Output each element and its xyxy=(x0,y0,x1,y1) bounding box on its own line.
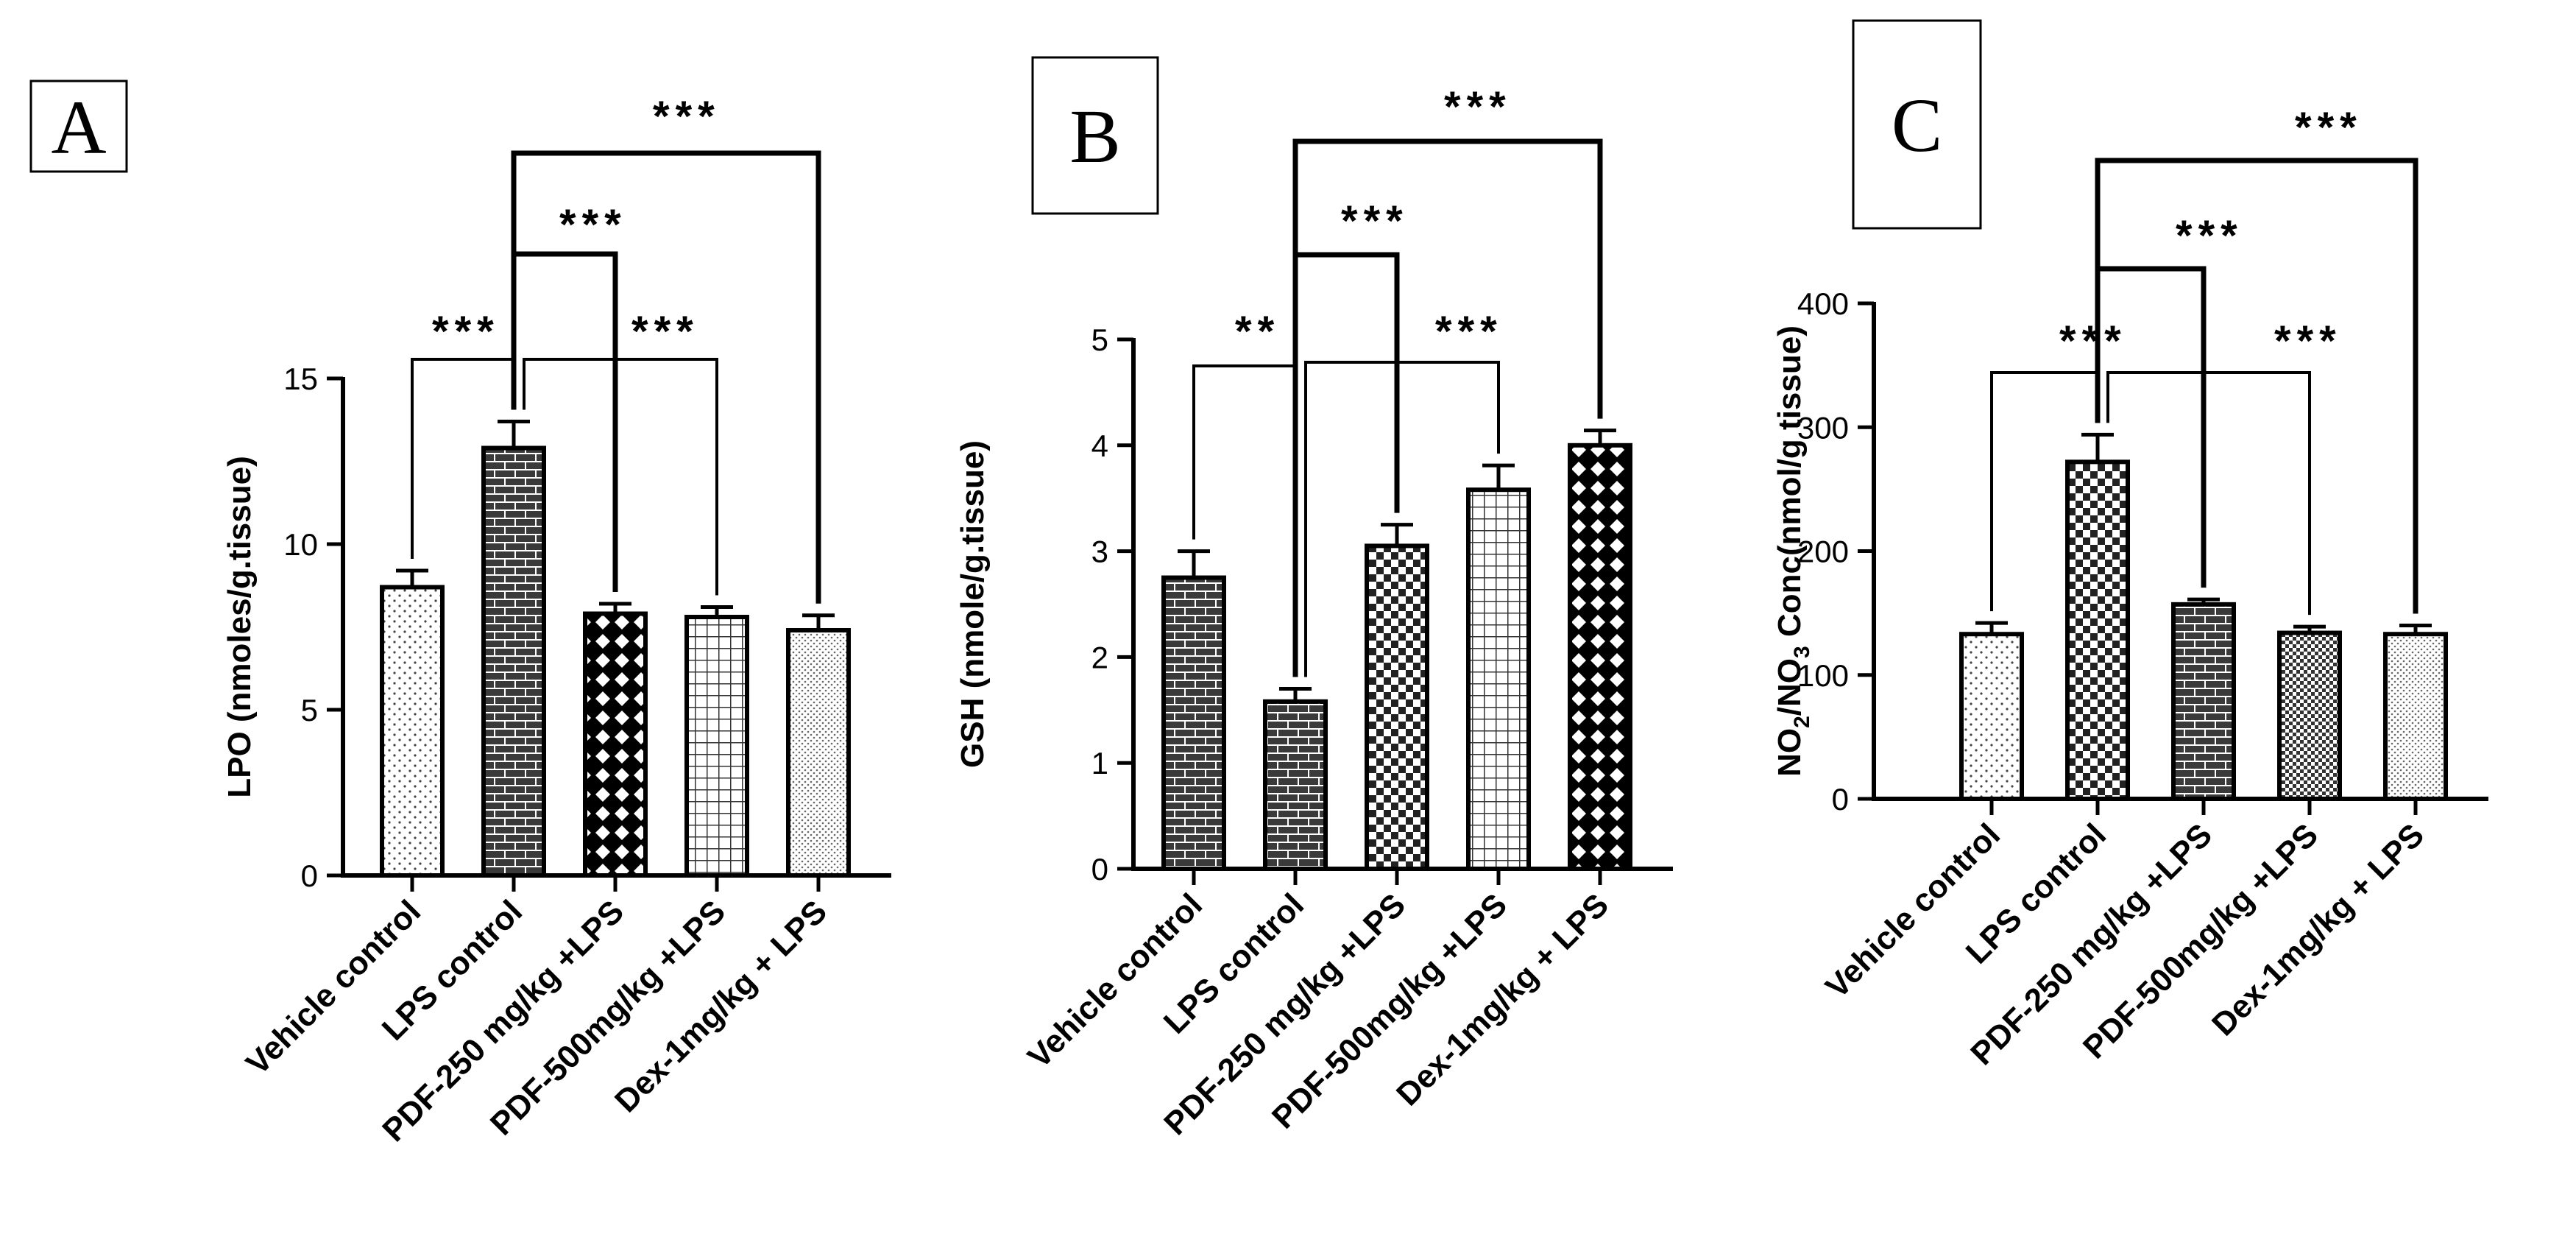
panel-label: A xyxy=(51,85,106,170)
y-tick-label: 5 xyxy=(301,693,318,727)
y-tick-label: 4 xyxy=(1091,429,1108,463)
significance-label: *** xyxy=(2176,212,2243,260)
bar xyxy=(1568,443,1632,871)
significance-label: *** xyxy=(1435,308,1503,356)
panel-label-box xyxy=(1031,56,1159,215)
bar xyxy=(2383,632,2448,801)
bar xyxy=(2171,602,2236,801)
category-label: Vehicle control xyxy=(239,893,428,1082)
panel-label: B xyxy=(1069,94,1120,179)
bar xyxy=(481,445,546,878)
panel-B: B 0 1 2 3 4 5 GSH (nmole/g.tissue) Vehicle contr… xyxy=(955,56,1673,1142)
panel-label-box xyxy=(1852,19,1982,230)
significance-label: *** xyxy=(2295,104,2363,152)
bar xyxy=(2277,630,2342,801)
significance-label: *** xyxy=(559,201,627,249)
significance-bracket xyxy=(2106,371,2311,616)
significance-label: ** xyxy=(1235,308,1280,356)
significance-label: *** xyxy=(653,93,721,141)
panel-A: A 0 5 10 15 LPO (nmoles/g.tissue) Vehicle cont… xyxy=(29,80,891,1149)
bar xyxy=(1161,575,1226,871)
panel-label: C xyxy=(1892,83,1942,168)
y-tick-label: 1 xyxy=(1091,746,1108,780)
y-axis-label: LPO (nmoles/g.tissue) xyxy=(222,456,258,798)
y-tick-label: 0 xyxy=(301,858,318,893)
significance-label: *** xyxy=(2059,317,2127,365)
y-tick-label: 300 xyxy=(1797,410,1849,445)
y-tick-label: 2 xyxy=(1091,640,1108,674)
panel-C: C 0 100 200 300 400 NO2/NO3 Conc(nmol/g tissue… xyxy=(1772,19,2488,1072)
bar xyxy=(1365,543,1429,871)
significance-bracket xyxy=(511,150,821,604)
category-label: Vehicle control xyxy=(1819,817,2007,1005)
significance-label: *** xyxy=(1444,83,1512,131)
y-tick-label: 3 xyxy=(1091,535,1108,569)
y-axis-label: NO2/NO3 Conc(nmol/g tissue) xyxy=(1772,325,1814,777)
bar xyxy=(786,628,851,878)
significance-bracket xyxy=(1292,138,1603,677)
y-tick-label: 0 xyxy=(1091,852,1108,886)
bar xyxy=(1466,487,1531,871)
significance-bracket xyxy=(523,358,718,596)
significance-label: *** xyxy=(1341,197,1409,245)
bar xyxy=(1959,632,2024,801)
significance-bracket xyxy=(1304,361,1500,677)
bar xyxy=(380,585,445,878)
bar xyxy=(684,615,749,878)
category-label: Dex-1mg/kg + LPS xyxy=(2205,817,2431,1043)
y-tick-label: 10 xyxy=(283,527,318,562)
significance-label: *** xyxy=(2274,317,2342,365)
panel-label-box xyxy=(29,80,128,173)
category-label: Vehicle control xyxy=(1021,886,1209,1075)
y-tick-label: 0 xyxy=(1832,782,1849,817)
significance-bracket xyxy=(2095,158,2418,614)
y-tick-label: 15 xyxy=(283,362,318,396)
bar xyxy=(1263,699,1328,872)
y-tick-label: 100 xyxy=(1797,658,1849,693)
y-tick-label: 400 xyxy=(1797,286,1849,321)
significance-label: *** xyxy=(631,308,699,356)
significance-label: *** xyxy=(432,308,500,356)
y-tick-label: 5 xyxy=(1091,322,1108,357)
y-axis-label: GSH (nmole/g.tissue) xyxy=(955,440,991,768)
y-tick-label: 200 xyxy=(1797,535,1849,569)
bar xyxy=(2065,459,2130,801)
bar xyxy=(583,611,648,878)
